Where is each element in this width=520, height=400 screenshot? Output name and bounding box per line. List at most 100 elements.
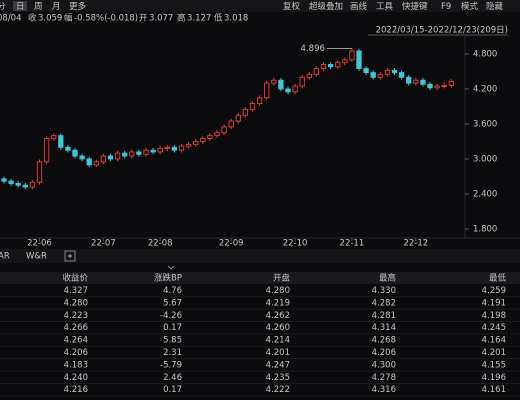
- y-tick-label: 3.000: [473, 154, 497, 164]
- table-cell: 0.17: [163, 323, 182, 333]
- candle-body: [207, 135, 213, 139]
- candle-body: [93, 161, 99, 166]
- x-tick-label: 22-12: [403, 239, 428, 249]
- column-header: 最低: [489, 273, 507, 284]
- quote-value: -0.58%(-0.018): [74, 14, 138, 24]
- period-tab[interactable]: 月: [52, 2, 61, 12]
- expand-icon[interactable]: [167, 265, 175, 270]
- candle-body: [178, 145, 185, 151]
- candle-body: [150, 149, 156, 153]
- table-cell: 4.330: [372, 286, 396, 296]
- table-cell: 4.280: [266, 286, 290, 296]
- candle-body: [242, 108, 249, 116]
- toolbar-bg: [0, 0, 520, 12]
- quote-value: 3.077: [149, 14, 173, 24]
- column-header: 最高: [379, 273, 396, 284]
- candle-body: [448, 80, 454, 86]
- candle-body: [370, 72, 376, 78]
- candle-body: [86, 158, 92, 166]
- y-tick-label: 1.800: [473, 224, 497, 234]
- table-cell: 4.206: [64, 348, 88, 358]
- x-tick-label: 22-08: [148, 239, 173, 249]
- candle-body: [285, 88, 291, 93]
- quote-value: 3.127: [187, 14, 211, 24]
- candle-body: [306, 73, 312, 78]
- tool-button[interactable]: 快捷键: [402, 1, 428, 12]
- table-cell: 4.235: [266, 373, 290, 383]
- tool-button[interactable]: 复权: [283, 1, 301, 12]
- x-tick-label: 22-07: [91, 239, 116, 249]
- candle-body: [384, 69, 391, 75]
- candle-body: [51, 135, 57, 139]
- candle-body: [327, 64, 334, 68]
- tool-button[interactable]: F9: [441, 2, 451, 12]
- column-header: 涨跌BP: [154, 273, 182, 284]
- quote-label: 收: [28, 13, 37, 24]
- candle-body: [72, 149, 78, 157]
- candle-body: [413, 79, 419, 84]
- table-cell: 4.214: [266, 336, 290, 346]
- tool-button[interactable]: 模式: [461, 1, 479, 12]
- quote-label: 高: [177, 13, 186, 24]
- candle-body: [391, 69, 398, 74]
- y-tick-label: 2.400: [473, 189, 497, 199]
- period-tab[interactable]: 周: [34, 2, 43, 12]
- tab-bar: [0, 249, 520, 263]
- table-cell: 4.219: [266, 298, 290, 308]
- table-cell: 0.17: [163, 385, 182, 395]
- table-cell: 4.300: [372, 360, 396, 370]
- candle-body: [349, 50, 355, 61]
- table-cell: 4.264: [64, 336, 88, 346]
- period-tab[interactable]: 更多: [69, 1, 87, 12]
- candle-body: [79, 155, 85, 160]
- table-cell: 4.198: [482, 311, 506, 321]
- table-cell: 2.46: [163, 373, 182, 383]
- table-cell: 4.196: [482, 373, 506, 383]
- candle-body: [1, 178, 7, 182]
- candle-body: [100, 155, 107, 163]
- x-tick-label: 22-11: [340, 239, 365, 249]
- x-tick-label: 22-09: [219, 239, 244, 249]
- tool-button[interactable]: 隐藏: [486, 1, 504, 12]
- table-cell: 5.85: [163, 336, 182, 346]
- candle-body: [58, 135, 64, 148]
- quote-label: 幅: [64, 13, 73, 24]
- period-tab[interactable]: 日: [16, 2, 25, 12]
- tool-button[interactable]: 超级叠加: [309, 1, 343, 12]
- candle-body: [36, 161, 43, 183]
- table-cell: 4.223: [64, 311, 88, 321]
- column-header: 开盘: [273, 273, 291, 284]
- max-label: 4.896: [301, 44, 325, 54]
- indicator-tab[interactable]: W&R: [26, 252, 47, 262]
- table-cell: 4.281: [372, 311, 396, 321]
- candle-body: [278, 79, 284, 90]
- table-header-bg: [0, 272, 520, 284]
- candle-body: [122, 152, 128, 157]
- add-tab[interactable]: [64, 250, 76, 262]
- candle-body: [129, 151, 135, 157]
- candle-body: [114, 152, 121, 160]
- candle-body: [228, 120, 234, 128]
- period-tab[interactable]: 分: [0, 2, 6, 12]
- tool-button[interactable]: 画线: [350, 1, 368, 12]
- table-cell: 4.183: [64, 360, 88, 370]
- table-cell: 4.161: [482, 385, 506, 395]
- table-cell: 4.191: [482, 298, 506, 308]
- tool-button[interactable]: 工具: [376, 2, 394, 12]
- x-tick-label: 22-06: [27, 239, 52, 249]
- quote-date: 08/04: [0, 14, 22, 24]
- candle-body: [342, 59, 348, 64]
- candle-body: [214, 132, 220, 137]
- table-cell: -4.26: [160, 311, 182, 321]
- table-cell: 4.260: [266, 323, 290, 333]
- candle-body: [235, 114, 241, 122]
- candle-body: [299, 76, 305, 87]
- candle-body: [164, 146, 170, 149]
- candle-body: [398, 72, 405, 78]
- table-cell: 2.31: [163, 348, 182, 358]
- table-cell: 4.76: [163, 286, 182, 296]
- indicator-tab[interactable]: AR: [0, 252, 10, 262]
- candle-body: [200, 138, 206, 142]
- candle-body: [136, 151, 142, 155]
- table-cell: 4.245: [482, 323, 506, 333]
